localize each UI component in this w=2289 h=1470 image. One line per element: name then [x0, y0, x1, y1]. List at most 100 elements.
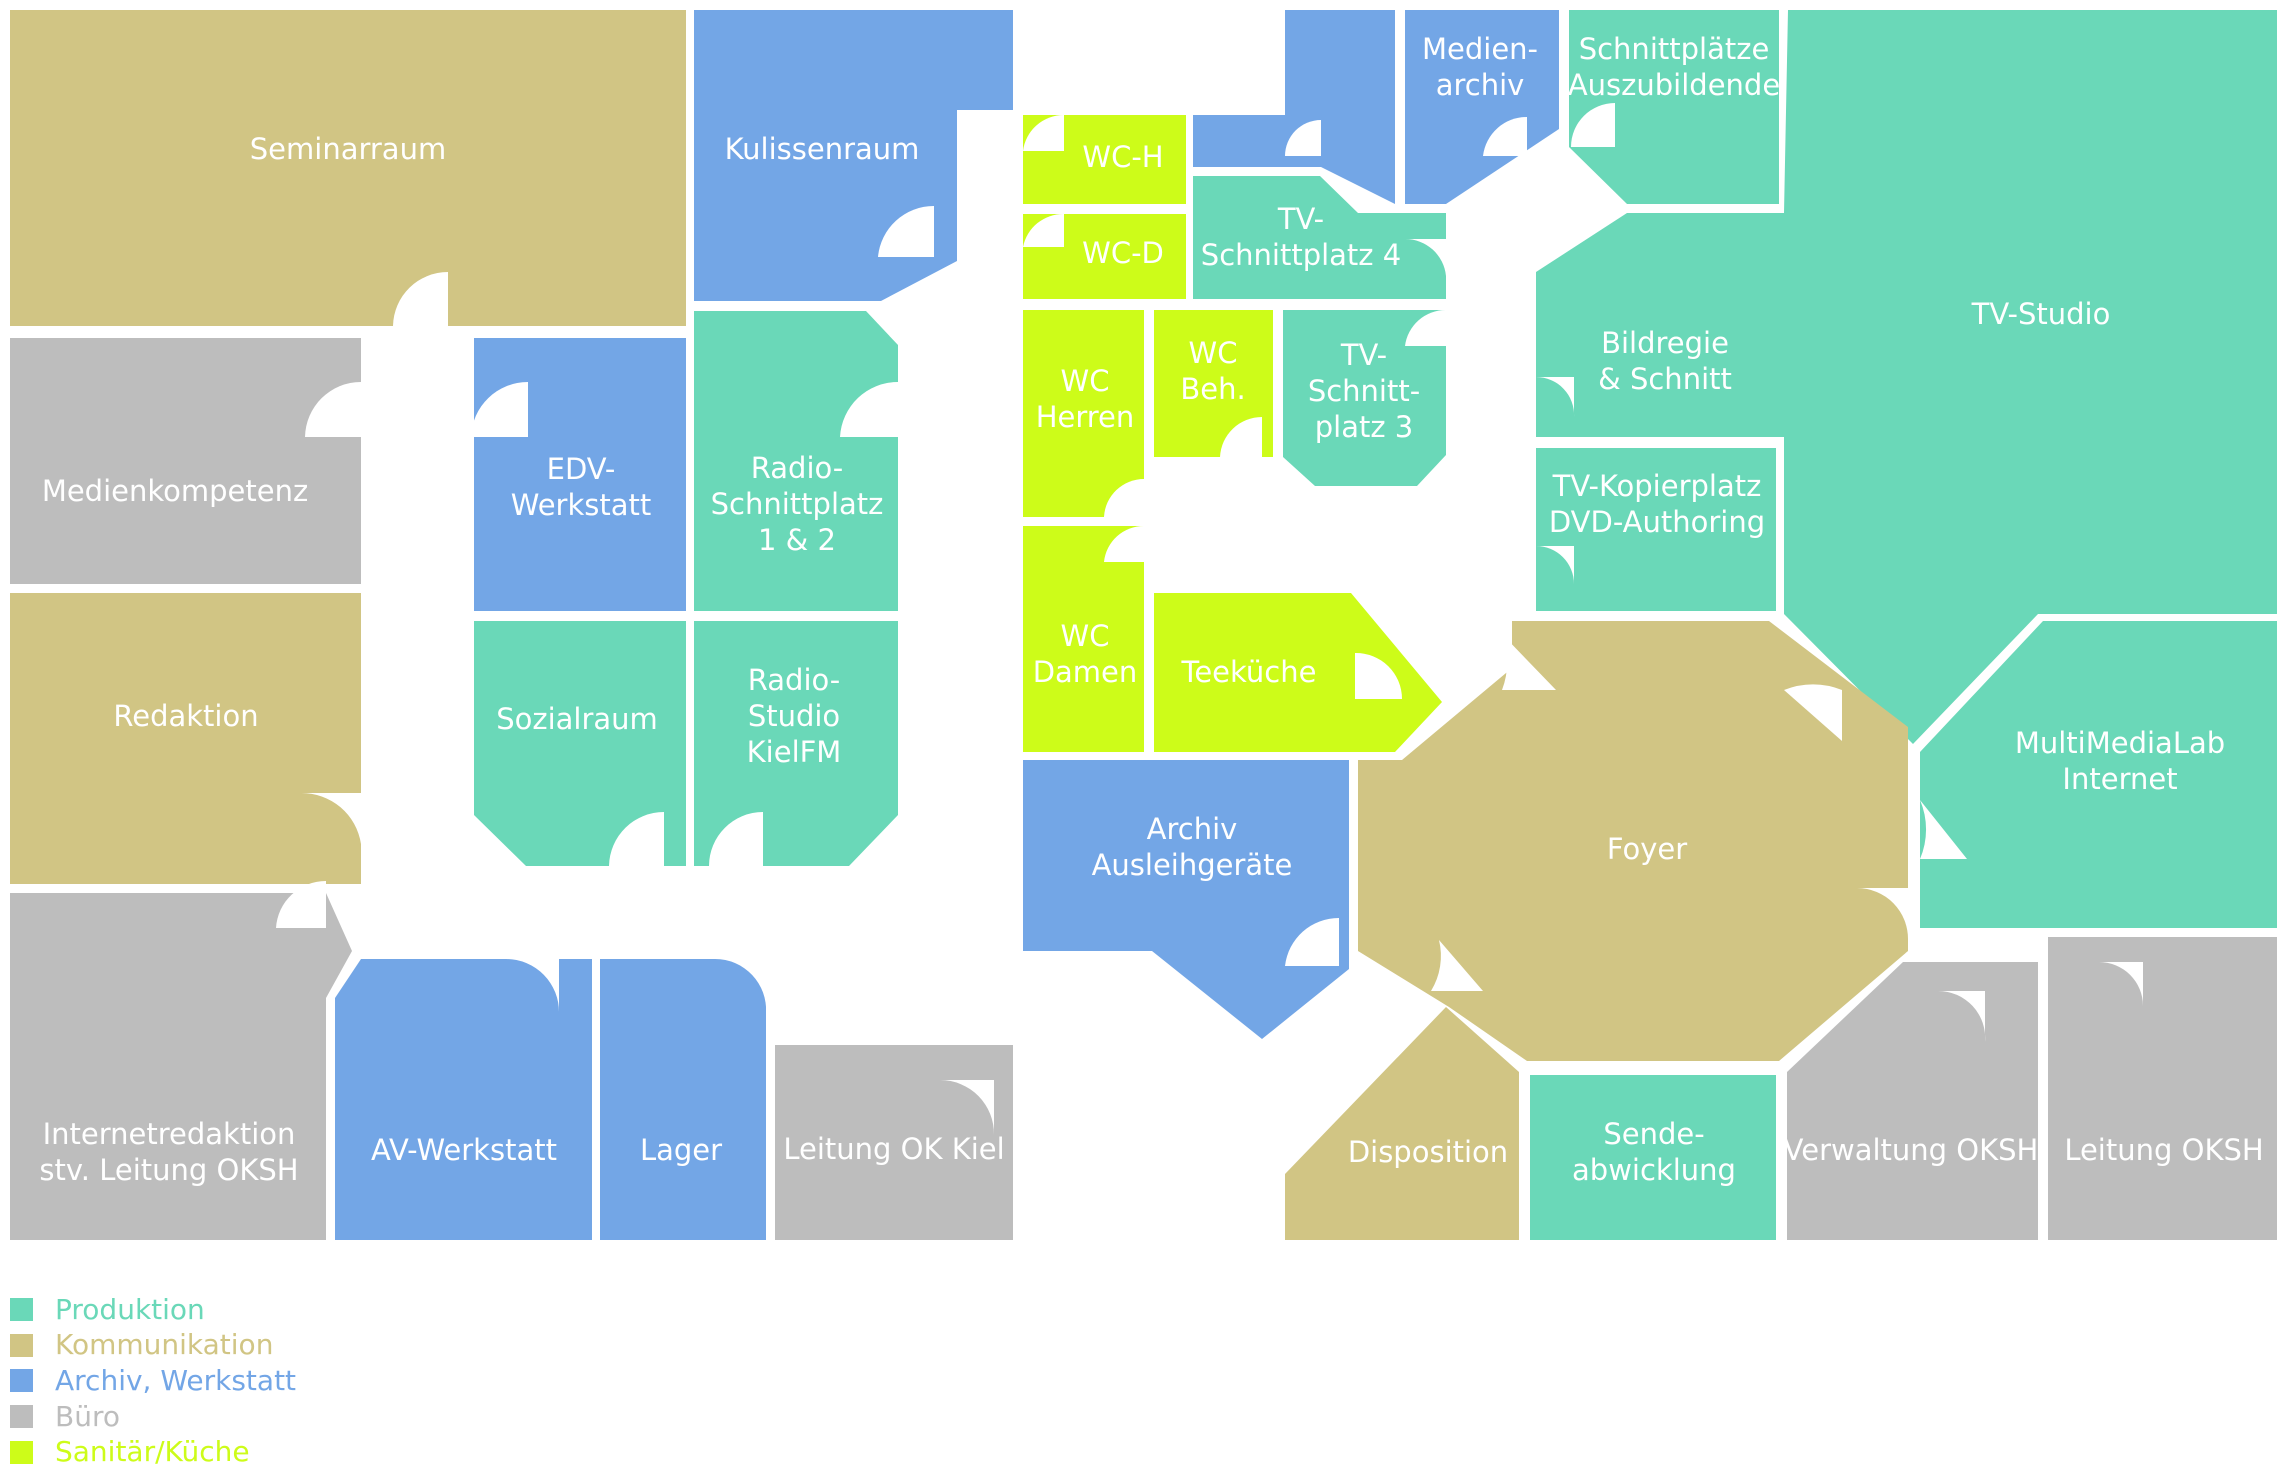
room-label-kulissenraum: Kulissenraum — [725, 132, 920, 166]
door-swing-8 — [709, 812, 763, 866]
legend-label: Produktion — [55, 1292, 205, 1326]
door-swing-11 — [715, 958, 767, 1013]
room-teekueche — [1154, 593, 1442, 752]
legend-swatch — [10, 1298, 33, 1322]
room-lager-oben — [1193, 10, 1395, 204]
room-label-verwaltung-oksh: Verwaltung OKSH — [1784, 1133, 2039, 1167]
room-label-disposition: Disposition — [1348, 1135, 1508, 1169]
door-swing-28 — [1784, 684, 1842, 741]
room-sendeabwicklung — [1530, 1075, 1776, 1240]
door-swing-3 — [471, 382, 528, 437]
door-swing-27 — [1502, 634, 1556, 690]
legend-item-kommunikation: Kommunikation — [10, 1328, 296, 1364]
labels-layer: Seminarraum Kulissenraum Medienkompetenz ED… — [39, 32, 2263, 1187]
room-label-redaktion: Redaktion — [113, 699, 258, 733]
door-swing-22 — [1571, 103, 1615, 147]
room-wc-damen — [1023, 526, 1144, 752]
legend-item-produktion: Produktion — [10, 1292, 296, 1328]
door-swing-10 — [506, 959, 560, 1013]
legend-label: Kommunikation — [55, 1328, 274, 1362]
room-leitung-ok-kiel — [775, 1045, 1013, 1240]
room-tv-studio — [1784, 10, 2277, 744]
room-redaktion — [10, 593, 361, 884]
room-radio-studio — [694, 621, 898, 866]
room-label-tv-schnittplatz-4: TV-Schnittplatz 4 — [1201, 202, 1401, 272]
doors-layer — [276, 103, 2143, 1135]
room-label-tv-kopierplatz: TV-Kopierplatz DVD-Authoring — [1549, 469, 1765, 539]
door-swing-33 — [1431, 940, 1483, 991]
door-swing-14 — [1023, 213, 1064, 247]
door-swing-20 — [1285, 120, 1321, 156]
room-wc-beh — [1154, 310, 1273, 457]
legend-swatch — [10, 1369, 33, 1393]
room-label-archiv-ausleihgeraete: Archiv Ausleihgeräte — [1092, 812, 1293, 882]
door-swing-17 — [1220, 416, 1262, 457]
door-swing-7 — [609, 812, 664, 866]
room-label-seminarraum: Seminarraum — [250, 132, 446, 166]
room-label-edv-werkstatt: EDV-Werkstatt — [511, 452, 652, 522]
room-label-radio-schnittplatz: Radio-Schnittplatz 1 & 2 — [711, 451, 884, 557]
room-label-medienkompetenz: Medienkompetenz — [42, 474, 308, 508]
door-swing-31 — [2099, 962, 2143, 1006]
door-swing-4 — [878, 205, 934, 257]
legend-swatch — [10, 1440, 33, 1464]
door-swing-30 — [1857, 888, 1909, 940]
door-swing-6 — [301, 792, 361, 844]
room-seminarraum — [10, 10, 686, 326]
legend: Produktion Kommunikation Archiv, Werkstatt… — [10, 1292, 296, 1470]
legend-item-buero: Büro — [10, 1399, 296, 1435]
room-lager — [600, 959, 766, 1240]
door-swing-12 — [940, 1079, 995, 1135]
room-tv-schnittplatz-3 — [1283, 310, 1446, 486]
room-radio-schnittplatz — [694, 311, 898, 611]
room-tv-schnittplatz-4 — [1193, 176, 1446, 299]
room-sozialraum — [474, 621, 686, 866]
room-label-teekueche: Teeküche — [1181, 655, 1317, 689]
door-swing-15 — [1104, 478, 1144, 517]
room-label-leitung-oksh: Leitung OKSH — [2064, 1133, 2263, 1167]
door-swing-32 — [1938, 990, 1986, 1042]
legend-item-archiv: Archiv, Werkstatt — [10, 1363, 296, 1399]
door-swing-13 — [1023, 114, 1064, 151]
room-label-wc-d: WC-D — [1082, 236, 1164, 270]
room-label-radio-studio: Radio-Studio KielFM — [747, 663, 842, 769]
room-verwaltung-oksh — [1787, 962, 2038, 1240]
room-medienkompetenz — [10, 338, 361, 584]
legend-label: Büro — [55, 1399, 120, 1433]
room-label-sendeabwicklung: Sende-abwicklung — [1572, 1117, 1736, 1187]
legend-item-sanitaer: Sanitär/Küche — [10, 1434, 296, 1470]
room-av-werkstatt — [335, 959, 592, 1240]
room-label-wc-h: WC-H — [1082, 140, 1163, 174]
room-label-bildregie: Bildregie & Schnitt — [1598, 326, 1732, 396]
rooms-layer — [10, 10, 2277, 1240]
room-label-leitung-ok-kiel: Leitung OK Kiel — [783, 1132, 1004, 1166]
room-label-av-werkstatt: AV-Werkstatt — [371, 1133, 557, 1167]
legend-label: Sanitär/Küche — [55, 1435, 250, 1469]
door-swing-16 — [1104, 525, 1144, 562]
door-swing-23 — [1405, 238, 1446, 276]
room-label-wc-damen: WC Damen — [1033, 619, 1138, 689]
door-swing-18 — [1355, 652, 1403, 699]
room-archiv-ausleihgeraete — [1023, 760, 1349, 1039]
room-foyer — [1358, 621, 1908, 1061]
door-swing-9 — [276, 880, 326, 928]
room-label-sozialraum: Sozialraum — [496, 702, 658, 736]
room-label-wc-beh: WC Beh. — [1180, 336, 1245, 406]
room-label-tv-studio: TV-Studio — [1971, 297, 2111, 331]
legend-label: Archiv, Werkstatt — [55, 1363, 297, 1397]
room-label-lager: Lager — [640, 1133, 722, 1167]
legend-swatch — [10, 1333, 33, 1357]
room-schnittplaetze-azubi — [1569, 10, 1779, 204]
room-wc-herren — [1023, 310, 1144, 517]
room-disposition — [1285, 1007, 1519, 1240]
door-swing-19 — [1285, 917, 1339, 966]
door-swing-25 — [1536, 376, 1575, 417]
room-label-wc-herren: WC Herren — [1036, 364, 1135, 434]
room-multimedialab — [1920, 621, 2277, 928]
room-label-multimedialab: MultiMediaLab Internet — [2015, 726, 2225, 796]
room-label-tv-schnittplatz-3: TV-Schnitt-platz 3 — [1308, 338, 1420, 444]
room-label-medienarchiv: Medien-archiv — [1422, 32, 1538, 102]
room-label-foyer: Foyer — [1607, 832, 1687, 866]
legend-swatch — [10, 1405, 33, 1429]
